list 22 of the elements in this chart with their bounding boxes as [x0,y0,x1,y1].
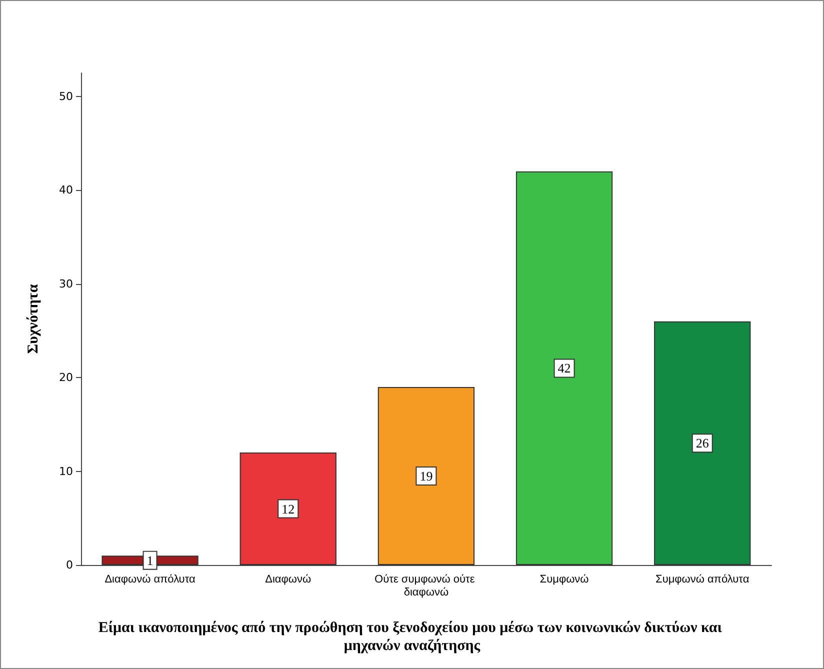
bar [654,321,751,565]
y-tick-label: 20 [59,371,73,384]
y-tick-label: 30 [59,277,73,290]
x-tick-label: Συμφωνώ [540,574,590,586]
bar [240,452,336,565]
data-label: 19 [420,468,433,484]
y-tick-label: 50 [59,90,73,103]
data-label: 42 [558,360,571,376]
x-tick-label: Συμφωνώ απόλυτα [656,574,750,586]
x-axis-title: Είμαι ικανοποιημένος από την προώθηση του ξενοδοχείου μου μέσω των κοινωνικών δικτύων και μηχανών αναζήτησης [98,620,726,654]
x-tick-label: Διαφωνώ απόλυτα [104,574,196,586]
x-tick-label: Ούτε συμφωνώ ούτε διαφωνώ [374,574,478,598]
bar [516,171,613,565]
y-tick-label: 10 [59,464,73,478]
data-label: 26 [696,436,710,451]
y-tick-label: 40 [59,184,73,197]
y-tick-label: 0 [66,558,73,572]
data-label: 1 [146,552,154,568]
x-tick-label: Διαφωνώ [265,574,312,586]
data-label: 12 [282,501,295,516]
bar [378,386,475,565]
y-axis-title: Συχνότητα [26,284,42,354]
